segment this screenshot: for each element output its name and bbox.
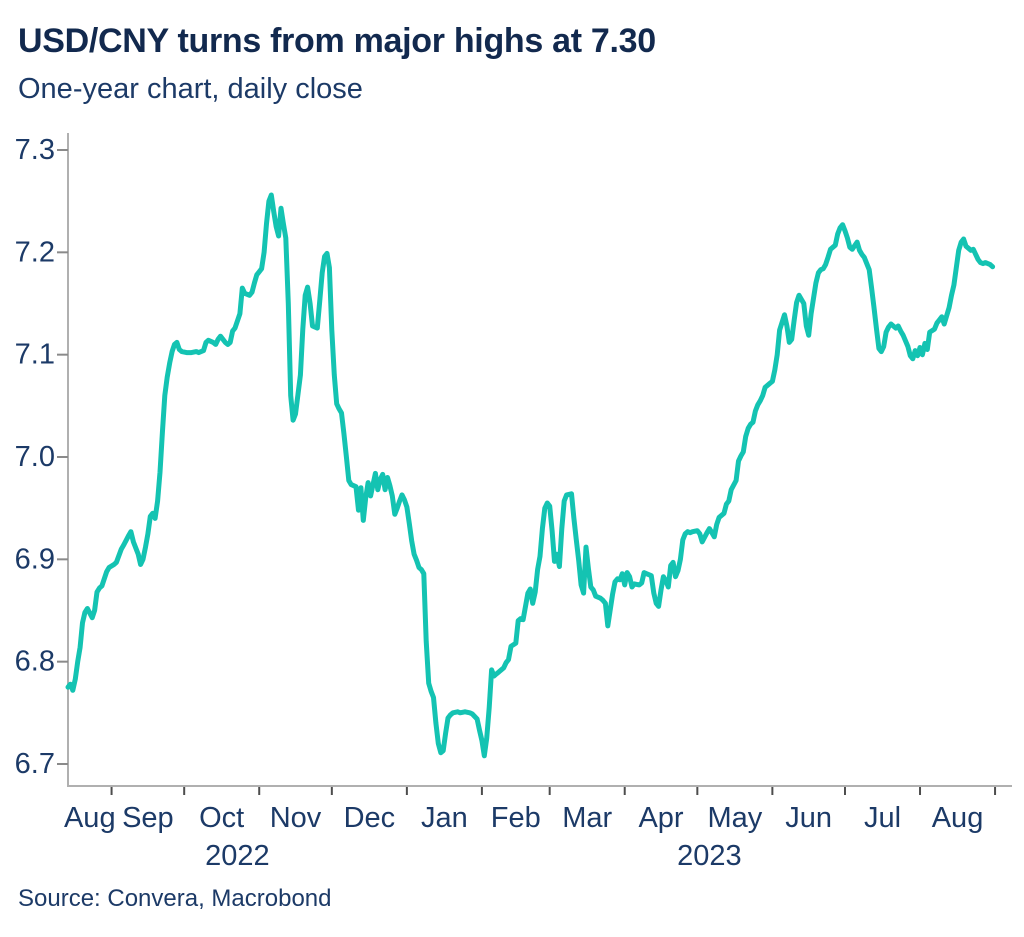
month-label: Jun <box>785 802 832 834</box>
y-tick-label: 7.1 <box>15 339 55 371</box>
chart-subtitle: One-year chart, daily close <box>18 73 363 105</box>
y-tick-label: 7.2 <box>15 236 55 268</box>
month-label: Dec <box>344 802 396 834</box>
price-line <box>65 192 996 759</box>
year-label: 2023 <box>677 840 742 872</box>
chart-title: USD/CNY turns from major highs at 7.30 <box>18 22 656 60</box>
source-note: Source: Convera, Macrobond <box>18 885 332 912</box>
year-label: 2022 <box>205 840 270 872</box>
month-label: Nov <box>270 802 322 834</box>
month-label: Mar <box>562 802 612 834</box>
y-tick-label: 7.0 <box>15 441 55 473</box>
month-label: Sep <box>122 802 174 834</box>
month-label: Apr <box>638 802 683 834</box>
y-tick-label: 6.7 <box>15 748 55 780</box>
y-tick-label: 6.9 <box>15 543 55 575</box>
month-label: Jan <box>421 802 468 834</box>
month-label: Aug <box>932 802 984 834</box>
month-label: Jul <box>864 802 901 834</box>
y-tick-label: 6.8 <box>15 646 55 678</box>
y-tick-label: 7.3 <box>15 134 55 166</box>
month-label: Oct <box>199 802 244 834</box>
month-label: Feb <box>491 802 541 834</box>
month-label: Aug <box>64 802 116 834</box>
month-label: May <box>707 802 762 834</box>
